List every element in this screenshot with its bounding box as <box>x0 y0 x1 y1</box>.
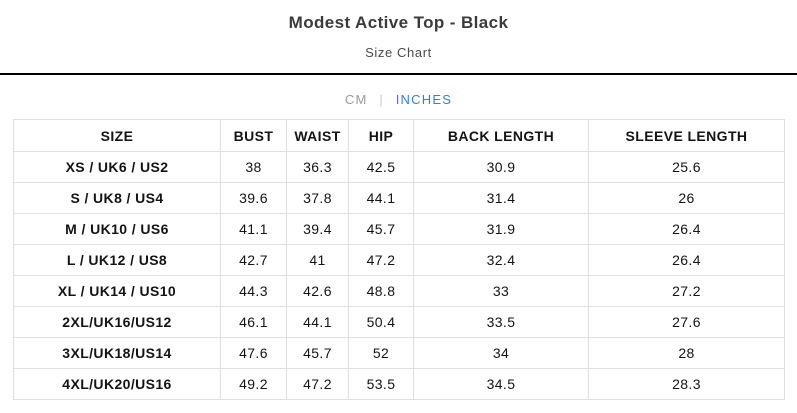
back-length-value: 33.5 <box>413 306 589 338</box>
column-header-waist: WAIST <box>286 119 349 152</box>
hip-value: 42.5 <box>348 151 414 183</box>
column-header-hip: HIP <box>348 119 414 152</box>
column-header-back-length: BACK LENGTH <box>413 119 589 152</box>
unit-inches-button[interactable]: INCHES <box>395 92 453 107</box>
table-row: 2XL/UK16/US12 46.1 44.1 50.4 33.5 27.6 <box>13 306 785 338</box>
waist-value: 45.7 <box>286 337 349 369</box>
page-subtitle: Size Chart <box>365 45 432 60</box>
sleeve-length-value: 27.2 <box>588 275 785 307</box>
bust-value: 42.7 <box>220 244 287 276</box>
size-label: XS / UK6 / US2 <box>13 151 221 183</box>
table-row: L / UK12 / US8 42.7 41 47.2 32.4 26.4 <box>13 244 785 276</box>
size-label: S / UK8 / US4 <box>13 182 221 214</box>
bust-value: 38 <box>220 151 287 183</box>
table-row: M / UK10 / US6 41.1 39.4 45.7 31.9 26.4 <box>13 213 785 245</box>
waist-value: 36.3 <box>286 151 349 183</box>
unit-separator: | <box>379 92 384 107</box>
column-header-bust: BUST <box>220 119 287 152</box>
sleeve-length-value: 25.6 <box>588 151 785 183</box>
bust-value: 39.6 <box>220 182 287 214</box>
waist-value: 47.2 <box>286 368 349 400</box>
back-length-value: 34 <box>413 337 589 369</box>
unit-toggle: CM | INCHES <box>0 92 797 107</box>
hip-value: 48.8 <box>348 275 414 307</box>
back-length-value: 33 <box>413 275 589 307</box>
table-row: 4XL/UK20/US16 49.2 47.2 53.5 34.5 28.3 <box>13 368 785 400</box>
sleeve-length-value: 28.3 <box>588 368 785 400</box>
hip-value: 44.1 <box>348 182 414 214</box>
hip-value: 53.5 <box>348 368 414 400</box>
waist-value: 41 <box>286 244 349 276</box>
waist-value: 37.8 <box>286 182 349 214</box>
sleeve-length-value: 28 <box>588 337 785 369</box>
size-label: L / UK12 / US8 <box>13 244 221 276</box>
size-label: 4XL/UK20/US16 <box>13 368 221 400</box>
waist-value: 44.1 <box>286 306 349 338</box>
bust-value: 46.1 <box>220 306 287 338</box>
size-label: 3XL/UK18/US14 <box>13 337 221 369</box>
table-row: XL / UK14 / US10 44.3 42.6 48.8 33 27.2 <box>13 275 785 307</box>
sleeve-length-value: 26.4 <box>588 244 785 276</box>
back-length-value: 30.9 <box>413 151 589 183</box>
table-row: XS / UK6 / US2 38 36.3 42.5 30.9 25.6 <box>13 151 785 183</box>
back-length-value: 32.4 <box>413 244 589 276</box>
waist-value: 39.4 <box>286 213 349 245</box>
bust-value: 41.1 <box>220 213 287 245</box>
hip-value: 52 <box>348 337 414 369</box>
bust-value: 44.3 <box>220 275 287 307</box>
bust-value: 49.2 <box>220 368 287 400</box>
column-header-size: SIZE <box>13 119 221 152</box>
size-chart-table: SIZE BUST WAIST HIP BACK LENGTH SLEEVE L… <box>13 119 785 400</box>
table-row: 3XL/UK18/US14 47.6 45.7 52 34 28 <box>13 337 785 369</box>
size-label: 2XL/UK16/US12 <box>13 306 221 338</box>
sleeve-length-value: 26 <box>588 182 785 214</box>
header-divider <box>0 73 797 75</box>
hip-value: 47.2 <box>348 244 414 276</box>
sleeve-length-value: 26.4 <box>588 213 785 245</box>
back-length-value: 31.9 <box>413 213 589 245</box>
size-label: M / UK10 / US6 <box>13 213 221 245</box>
back-length-value: 34.5 <box>413 368 589 400</box>
size-label: XL / UK14 / US10 <box>13 275 221 307</box>
page-title: Modest Active Top - Black <box>288 13 509 32</box>
unit-cm-button[interactable]: CM <box>344 92 368 107</box>
hip-value: 50.4 <box>348 306 414 338</box>
back-length-value: 31.4 <box>413 182 589 214</box>
table-row: S / UK8 / US4 39.6 37.8 44.1 31.4 26 <box>13 182 785 214</box>
waist-value: 42.6 <box>286 275 349 307</box>
column-header-sleeve-length: SLEEVE LENGTH <box>588 119 785 152</box>
sleeve-length-value: 27.6 <box>588 306 785 338</box>
table-header-row: SIZE BUST WAIST HIP BACK LENGTH SLEEVE L… <box>13 119 785 152</box>
bust-value: 47.6 <box>220 337 287 369</box>
page-header: Modest Active Top - Black Size Chart <box>0 0 797 60</box>
hip-value: 45.7 <box>348 213 414 245</box>
